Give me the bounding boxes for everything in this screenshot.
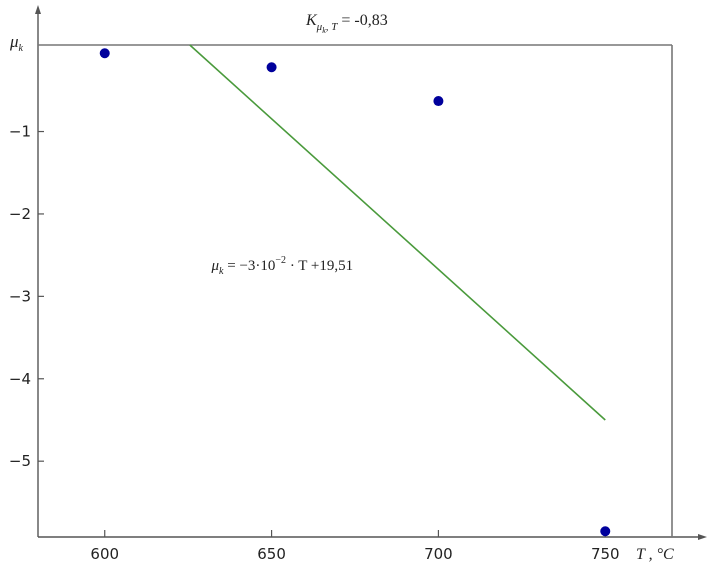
title-symbol: K xyxy=(305,12,318,29)
title-value: = -0,83 xyxy=(337,12,387,29)
data-point xyxy=(433,96,444,107)
axis-ticks: 600 650 700 750 −1 −2 −3 −4 −5 xyxy=(9,123,620,563)
x-tick-label: 750 xyxy=(591,545,620,563)
y-axis-label-symbol: μ xyxy=(9,32,19,51)
equation-rhs-end: · T +19,51 xyxy=(286,258,353,274)
x-axis-label: T , °C xyxy=(636,546,674,563)
data-point xyxy=(600,526,611,537)
data-point xyxy=(266,62,277,73)
x-tick-label: 600 xyxy=(90,545,119,563)
x-tick-label: 650 xyxy=(257,545,286,563)
equation-rhs-start: = −3·10 xyxy=(224,258,276,274)
equation-exponent: −2 xyxy=(275,255,286,266)
y-tick-label: −2 xyxy=(9,205,31,223)
x-tick-label: 700 xyxy=(424,545,453,563)
equation-lhs-symbol: μ xyxy=(211,258,220,274)
title-subscript-sub: k xyxy=(322,26,326,35)
data-point xyxy=(99,48,110,59)
equation-lhs-subscript: k xyxy=(219,266,224,277)
y-tick-label: −1 xyxy=(9,123,31,141)
y-axis-arrow-icon xyxy=(35,5,41,14)
y-tick-label: −4 xyxy=(9,370,31,388)
regression-equation: μk = −3·10−2 · T +19,51 xyxy=(211,255,354,277)
y-tick-label: −3 xyxy=(9,287,31,305)
y-axis-label: μk xyxy=(9,32,24,54)
y-axis-label-subscript: k xyxy=(19,43,24,54)
title-subscript: μ xyxy=(316,21,323,33)
x-axis-arrow-icon xyxy=(698,534,707,540)
regression-line xyxy=(189,44,606,421)
title-subscript-suffix: , T xyxy=(326,21,339,33)
chart-title: Kμk, T = -0,83 xyxy=(305,12,388,35)
series-layer xyxy=(99,44,611,537)
y-tick-label: −5 xyxy=(9,452,31,470)
